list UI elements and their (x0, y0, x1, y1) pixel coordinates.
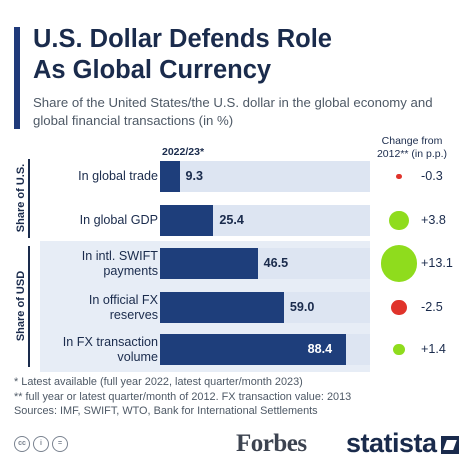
change-value: +1.4 (421, 341, 446, 356)
category-label: In FX transaction volume (40, 335, 158, 365)
change-header-line-2: 2012** (in p.p.) (376, 148, 448, 160)
value-label: 9.3 (185, 168, 204, 183)
change-value: +3.8 (421, 212, 446, 227)
category-label: In official FX reserves (40, 293, 158, 323)
category-label-line: In global GDP (79, 213, 158, 227)
category-label-line: In official FX (88, 292, 158, 307)
category-label: In global GDP (40, 213, 158, 228)
change-value: -2.5 (421, 299, 443, 314)
bar (160, 292, 284, 323)
title-accent-bar (14, 27, 20, 129)
statista-logo[interactable]: statista (346, 428, 437, 458)
group-label: Share of U.S. (15, 163, 27, 232)
branding-row: cc i = Forbes statista (0, 418, 474, 474)
change-header: Change from 2012** (in p.p.) (362, 135, 462, 161)
bar-track (160, 161, 370, 192)
info-icon[interactable]: i (33, 436, 49, 452)
value-label: 25.4 (219, 212, 244, 227)
bar (160, 205, 214, 236)
change-bubble (380, 245, 418, 282)
chart-subtitle: Share of the United States/the U.S. doll… (33, 95, 433, 128)
change-header-line-1: Change from (381, 135, 443, 147)
cc-license-icon[interactable]: cc (14, 436, 30, 452)
category-label: In global trade (40, 169, 158, 184)
change-bubble (391, 299, 407, 316)
category-label-line: In intl. SWIFT (81, 248, 158, 263)
footnote-2: ** full year or latest quarter/month of … (14, 390, 352, 403)
chart-title: U.S. Dollar Defends Role As Global Curre… (33, 24, 463, 86)
statista-logo-icon[interactable] (441, 436, 459, 454)
footnote-1: * Latest available (full year 2022, late… (14, 376, 303, 388)
value-label: 59.0 (289, 299, 315, 314)
category-label-line: reserves (109, 307, 158, 322)
change-value: +13.1 (421, 255, 453, 270)
category-label: In intl. SWIFT payments (40, 249, 158, 279)
license-icons: cc i = (14, 436, 68, 452)
change-bubble (393, 343, 405, 356)
bar (160, 248, 258, 279)
change-bubble (389, 210, 409, 231)
forbes-logo[interactable]: Forbes (236, 430, 307, 457)
chart-title-line-2: As Global Currency (33, 56, 272, 84)
change-bubble (396, 173, 402, 180)
no-derivatives-icon[interactable]: = (52, 436, 68, 452)
category-label-line: volume (117, 349, 158, 364)
bar (160, 161, 180, 192)
change-value: -0.3 (421, 168, 443, 183)
category-label-line: In FX transaction (62, 334, 158, 349)
group-rule (28, 159, 30, 238)
footnotes: * Latest available (full year 2022, late… (14, 375, 469, 419)
category-label-line: payments (103, 263, 158, 278)
group-rule (28, 246, 30, 367)
value-label: 88.4 (307, 341, 333, 356)
footnote-sources: Sources: IMF, SWIFT, WTO, Bank for Inter… (14, 405, 318, 417)
category-label-line: In global trade (78, 169, 158, 183)
chart-title-line-1: U.S. Dollar Defends Role (33, 25, 332, 53)
period-label: 2022/23* (162, 146, 205, 158)
value-label: 46.5 (263, 255, 289, 270)
bar (160, 334, 346, 365)
group-label: Share of USD (15, 270, 27, 341)
